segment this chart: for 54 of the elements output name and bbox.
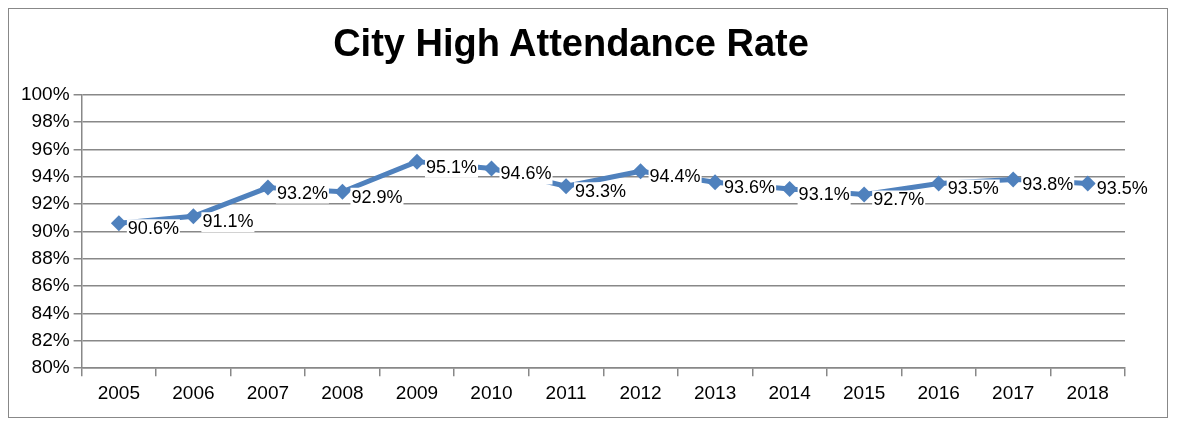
- data-label: 93.5%: [947, 178, 999, 199]
- point: [259, 179, 276, 196]
- y-tick-label: 86%: [31, 274, 70, 296]
- data-label: 92.9%: [351, 186, 403, 207]
- chart-title: City High Attendance Rate: [333, 22, 809, 65]
- data-label: 94.6%: [500, 163, 552, 184]
- x-tick-label: 2007: [246, 381, 290, 403]
- x-tick-label: 2005: [97, 381, 140, 403]
- x-tick-label: 2010: [470, 381, 513, 403]
- data-label: 93.6%: [724, 177, 776, 198]
- point: [408, 153, 425, 170]
- y-tick-label: 98%: [31, 110, 70, 132]
- data-label: 90.6%: [127, 218, 179, 239]
- y-tick-label: 82%: [31, 329, 70, 351]
- data-label: 95.1%: [425, 156, 478, 177]
- x-tick-label: 2008: [321, 381, 364, 403]
- x-tick-label: 2015: [843, 381, 886, 403]
- x-tick-label: 2006: [172, 381, 215, 403]
- point: [1079, 175, 1096, 192]
- y-tick-label: 96%: [31, 137, 70, 159]
- point: [632, 163, 649, 180]
- data-label: 93.8%: [1022, 174, 1074, 195]
- data-label: 93.3%: [575, 181, 627, 202]
- y-tick-label: 84%: [31, 301, 70, 323]
- point: [110, 215, 127, 232]
- data-label: 93.2%: [276, 182, 328, 203]
- y-tick-label: 94%: [31, 164, 70, 186]
- data-label: 94.4%: [649, 166, 701, 187]
- point: [781, 180, 798, 197]
- x-tick-label: 2012: [619, 381, 662, 403]
- point: [1005, 171, 1022, 188]
- y-tick-label: 90%: [31, 219, 70, 241]
- y-tick-label: 92%: [31, 192, 70, 214]
- point: [558, 178, 575, 195]
- point: [856, 186, 873, 203]
- point: [334, 183, 351, 200]
- y-tick-label: 80%: [31, 356, 70, 378]
- data-label: 93.1%: [798, 183, 850, 204]
- x-tick-label: 2018: [1066, 381, 1109, 403]
- data-label: 93.5%: [1096, 178, 1148, 199]
- x-tick-label: 2016: [917, 381, 960, 403]
- x-tick-label: 2009: [395, 381, 439, 403]
- y-tick-label: 88%: [31, 246, 70, 268]
- point: [483, 160, 500, 177]
- x-tick-label: 2011: [545, 381, 587, 403]
- data-label: 91.1%: [202, 211, 254, 232]
- point: [707, 174, 724, 191]
- x-tick-label: 2017: [992, 381, 1035, 403]
- point: [185, 208, 202, 225]
- y-tick-label: 100%: [20, 82, 70, 104]
- x-tick-label: 2013: [693, 381, 737, 403]
- point: [930, 175, 947, 192]
- data-label: 92.7%: [873, 189, 925, 210]
- x-tick-label: 2014: [768, 381, 812, 403]
